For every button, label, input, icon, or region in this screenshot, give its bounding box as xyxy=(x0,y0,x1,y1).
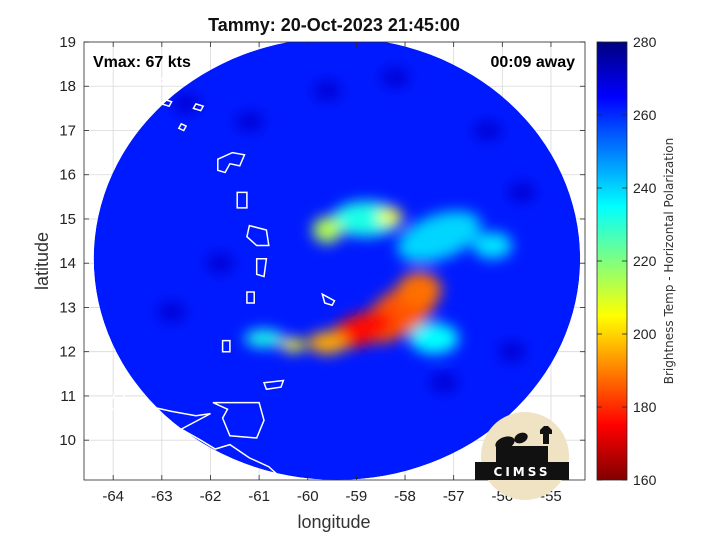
island-outline xyxy=(246,224,270,247)
y-tick-label: 13 xyxy=(59,299,76,316)
texture-spot xyxy=(507,182,536,203)
island-outline xyxy=(262,379,285,391)
colorbar: 160 180 200 220 240 260 280 Brightness Temp - … xyxy=(596,34,676,488)
brightness-feature xyxy=(473,232,513,259)
y-axis-label: latitude xyxy=(32,232,52,290)
texture-spot xyxy=(206,253,235,274)
island-outline xyxy=(177,122,188,132)
brightness-feature xyxy=(280,338,306,352)
texture-spot xyxy=(429,372,458,393)
cimss-logo: CIMSS xyxy=(475,412,569,500)
time-away-annotation: 00:09 away xyxy=(490,54,575,71)
colorbar-tick-label: 260 xyxy=(633,107,657,123)
chart-title: Tammy: 20-Oct-2023 21:45:00 xyxy=(208,15,460,35)
x-tick-label: -64 xyxy=(102,488,124,505)
y-tick-label: 11 xyxy=(60,388,76,405)
colorbar-label: Brightness Temp - Horizontal Polarizatio… xyxy=(662,138,676,385)
brightness-feature xyxy=(244,329,284,348)
x-tick-label: -57 xyxy=(443,488,465,505)
swath-background xyxy=(93,42,581,480)
y-tick-label: 16 xyxy=(59,167,76,184)
colorbar-tick-label: 160 xyxy=(633,472,657,488)
x-tick-label: -62 xyxy=(200,488,222,505)
x-axis-label: longitude xyxy=(297,512,370,532)
island-outline xyxy=(236,191,248,209)
brightness-feature xyxy=(409,322,459,354)
island-outline xyxy=(321,292,336,307)
island-outline xyxy=(160,98,173,108)
coastlines xyxy=(84,65,336,480)
y-axis-ticks: 10 11 12 13 14 15 16 17 18 19 xyxy=(59,34,585,449)
brightness-feature xyxy=(312,216,342,244)
island-outline xyxy=(84,395,285,480)
y-tick-label: 15 xyxy=(59,211,76,228)
x-tick-label: -58 xyxy=(394,488,416,505)
texture-spot xyxy=(473,120,502,141)
island-outline xyxy=(255,258,268,278)
y-tick-label: 14 xyxy=(59,255,76,272)
plot-area xyxy=(83,41,586,481)
x-tick-label: -60 xyxy=(297,488,319,505)
brightness-feature xyxy=(307,331,347,354)
colorbar-ticks: 160 180 200 220 240 260 280 xyxy=(597,34,657,488)
x-tick-label: -63 xyxy=(151,488,173,505)
brightness-feature xyxy=(378,207,403,226)
texture-spot xyxy=(157,301,186,322)
vmax-annotation: Vmax: 67 kts xyxy=(93,54,191,71)
colorbar-tick-label: 180 xyxy=(633,399,657,415)
island-outline xyxy=(212,401,265,439)
x-tick-label: -61 xyxy=(248,488,270,505)
brightness-feature xyxy=(397,272,442,308)
swath-content xyxy=(93,42,581,480)
texture-spot xyxy=(235,111,264,132)
island-outline xyxy=(153,76,166,85)
colorbar-tick-label: 280 xyxy=(633,34,657,50)
colorbar-tick-label: 200 xyxy=(633,326,657,342)
data-swath xyxy=(93,42,581,480)
y-tick-label: 12 xyxy=(59,344,76,361)
y-tick-label: 19 xyxy=(59,34,76,51)
colorbar-tick-label: 240 xyxy=(633,180,657,196)
island-outline xyxy=(189,65,202,74)
texture-spot xyxy=(498,341,527,362)
island-outline xyxy=(221,339,231,353)
texture-spot xyxy=(381,67,410,88)
convective-features xyxy=(157,67,536,393)
island-outline xyxy=(192,103,205,112)
y-tick-label: 17 xyxy=(59,122,76,139)
colorbar-tick-label: 220 xyxy=(633,253,657,269)
island-outline xyxy=(217,151,246,174)
y-tick-label: 10 xyxy=(59,432,76,449)
y-tick-label: 18 xyxy=(59,78,76,95)
brightness-feature xyxy=(397,211,481,263)
island-outline xyxy=(246,291,255,304)
x-tick-label: -59 xyxy=(346,488,368,505)
island-outline xyxy=(112,388,127,402)
texture-spot xyxy=(313,80,342,101)
logo-text: CIMSS xyxy=(494,465,551,479)
